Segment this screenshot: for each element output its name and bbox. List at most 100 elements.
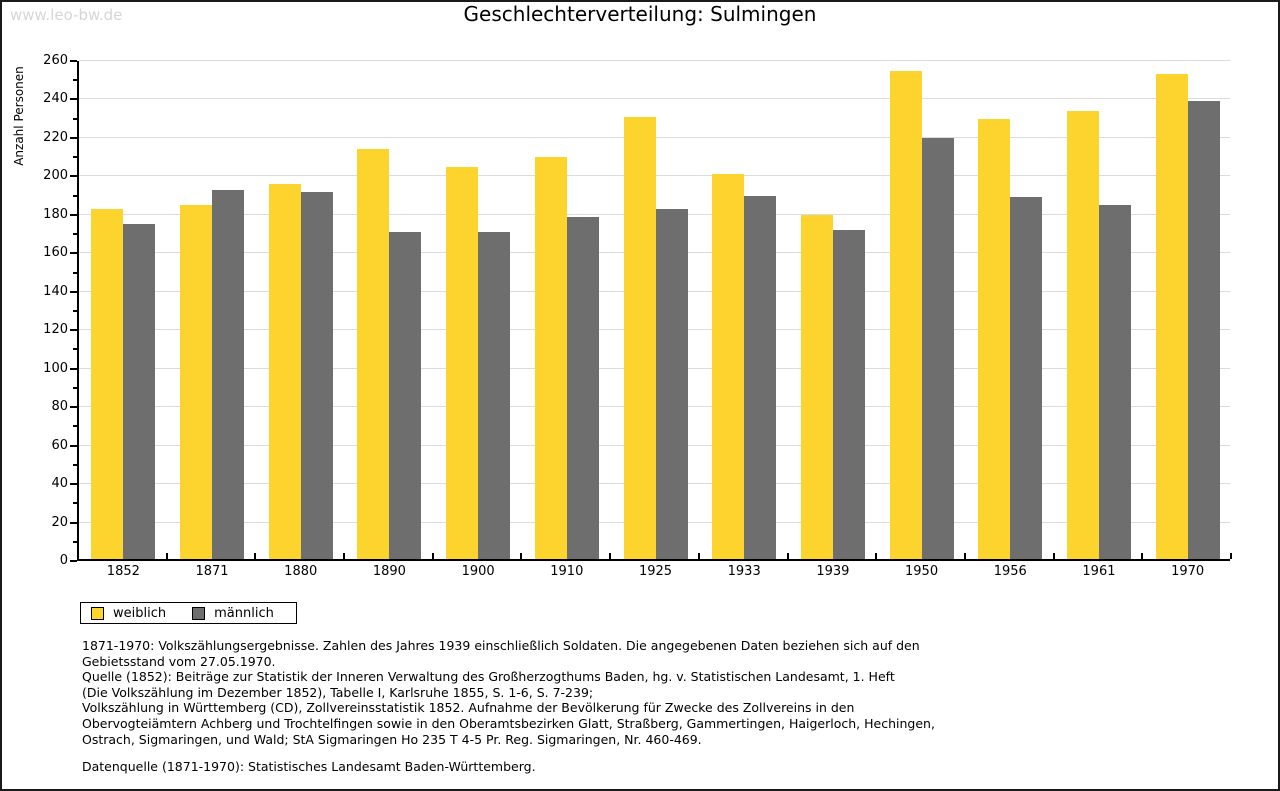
x-tick-label: 1900 <box>461 564 495 579</box>
y-tick-label: 160 <box>43 245 68 261</box>
page-title: Geschlechterverteilung: Sulmingen <box>451 2 829 28</box>
bar-männlich-1970 <box>1187 101 1220 559</box>
footnote-line: 1871-1970: Volkszählungsergebnisse. Zahl… <box>82 638 920 653</box>
x-tick-label: 1939 <box>816 564 850 579</box>
y-tick <box>70 367 77 370</box>
y-tick <box>70 136 77 139</box>
bar-weiblich-1939 <box>800 214 833 559</box>
bar-männlich-1925 <box>655 209 688 559</box>
x-tick <box>520 553 522 559</box>
maennlich-swatch-icon <box>192 606 206 620</box>
y-tick-label: 100 <box>43 360 68 376</box>
bar-weiblich-1961 <box>1066 110 1099 559</box>
bar-männlich-1871 <box>212 189 245 559</box>
footnote-line: (Die Volkszählung im Dezember 1852), Tab… <box>82 684 594 700</box>
x-tick <box>1141 553 1143 559</box>
y-minor-tick <box>73 540 77 543</box>
plot-area: 1852 1871 1880 1890 1900 1910 1925 1933 1939 1950… <box>77 60 1232 579</box>
y-minor-tick <box>73 271 77 274</box>
footnote-line: Obervogteiämtern Achberg und Trochtelfin… <box>82 715 935 731</box>
bar-weiblich-1880 <box>268 184 301 559</box>
x-tick <box>432 553 434 559</box>
x-tick <box>787 553 789 559</box>
y-tick-label: 140 <box>43 283 68 299</box>
y-tick <box>70 175 77 178</box>
y-tick <box>70 213 77 216</box>
x-tick <box>609 553 611 559</box>
watermark: www.leo-bw.de <box>4 2 133 28</box>
x-tick <box>698 553 700 559</box>
bar-weiblich-1956 <box>978 118 1011 559</box>
bar-weiblich-1871 <box>180 205 213 559</box>
x-tick-label: 1970 <box>1171 564 1205 579</box>
bar-männlich-1880 <box>300 191 333 559</box>
y-tick-label: 0 <box>59 553 68 568</box>
x-tick-label: 1933 <box>727 564 761 579</box>
y-minor-tick <box>73 194 77 197</box>
y-minor-tick <box>73 502 77 505</box>
footnote-line: Volkszählung in Württemberg (CD), Zollve… <box>82 700 855 716</box>
gridline <box>79 98 1230 100</box>
gridline <box>79 60 1230 61</box>
x-tick-label: 1871 <box>195 564 229 579</box>
y-minor-tick <box>73 348 77 351</box>
y-tick-label: 80 <box>51 399 68 415</box>
y-tick-label: 200 <box>43 168 68 184</box>
bar-männlich-1890 <box>389 232 422 559</box>
y-tick-label: 40 <box>51 476 68 492</box>
bar-männlich-1939 <box>832 230 865 559</box>
y-tick <box>70 329 77 332</box>
y-tick <box>70 444 77 447</box>
y-axis-tick-labels: 0 20 40 60 80 100 120 140 160 180 200 220 240 260 <box>2 54 68 568</box>
x-tick <box>254 553 256 559</box>
footnote-line: Quelle (1852): Beiträge zur Statistik de… <box>82 669 895 685</box>
bar-weiblich-1900 <box>446 166 479 559</box>
bar-weiblich-1950 <box>889 70 922 559</box>
footnote-line: Gebietsstand vom 27.05.1970. <box>82 653 276 669</box>
x-tick <box>1053 553 1055 559</box>
x-tick-label: 1910 <box>550 564 584 579</box>
y-tick <box>70 483 77 486</box>
y-tick-label: 60 <box>51 437 68 453</box>
footnote-line: Ostrach, Sigmaringen, und Wald; StA Sigm… <box>82 731 702 747</box>
x-tick <box>1230 553 1232 559</box>
x-tick-label: 1950 <box>905 564 939 579</box>
y-tick-label: 260 <box>43 53 68 68</box>
bar-männlich-1852 <box>123 224 156 559</box>
legend-label: weiblich <box>113 605 167 621</box>
y-tick <box>70 290 77 293</box>
legend: weiblich männlich <box>80 602 297 624</box>
y-tick <box>70 406 77 409</box>
bar-männlich-1900 <box>478 232 511 559</box>
y-axis-ticks <box>70 60 77 562</box>
y-minor-tick <box>73 310 77 312</box>
bar-weiblich-1910 <box>534 157 567 559</box>
x-tick <box>964 553 966 559</box>
x-tick-label: 1890 <box>372 564 406 579</box>
y-tick <box>70 252 77 255</box>
y-tick-label: 20 <box>51 514 68 530</box>
weiblich-swatch-icon <box>91 606 104 620</box>
y-tick <box>70 98 77 101</box>
bar-männlich-1961 <box>1098 205 1131 559</box>
bar-weiblich-1925 <box>623 116 656 559</box>
x-tick-label: 1925 <box>638 564 673 579</box>
x-tick-label: 1880 <box>284 564 318 579</box>
y-tick <box>70 60 77 62</box>
y-minor-tick <box>73 386 77 389</box>
bar-männlich-1950 <box>921 137 954 559</box>
bar-männlich-1910 <box>566 216 599 559</box>
y-minor-tick <box>73 117 77 120</box>
bar-weiblich-1890 <box>357 149 390 559</box>
bar-männlich-1956 <box>1010 197 1043 559</box>
bar-männlich-1933 <box>744 195 777 559</box>
bar-weiblich-1970 <box>1155 74 1188 559</box>
x-tick <box>343 553 345 559</box>
legend-item-weiblich: weiblich <box>91 606 166 621</box>
y-tick <box>70 521 77 524</box>
y-minor-tick <box>73 233 77 236</box>
y-tick <box>70 560 77 562</box>
x-tick <box>166 553 168 559</box>
x-tick-label: 1961 <box>1082 564 1116 579</box>
y-minor-tick <box>73 156 77 159</box>
